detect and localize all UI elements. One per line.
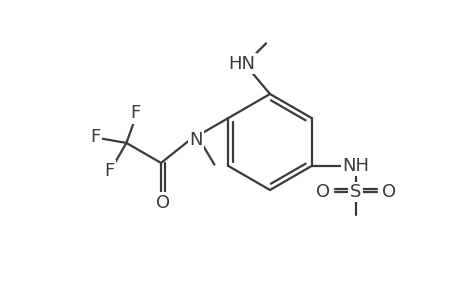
Text: F: F	[130, 104, 140, 122]
Text: NH: NH	[341, 157, 368, 175]
Text: O: O	[381, 183, 395, 201]
Text: O: O	[315, 183, 329, 201]
Text: F: F	[104, 162, 114, 180]
Text: HN: HN	[228, 55, 255, 73]
Text: F: F	[90, 128, 101, 146]
Text: N: N	[189, 131, 202, 149]
Text: S: S	[349, 183, 360, 201]
Text: O: O	[156, 194, 170, 212]
